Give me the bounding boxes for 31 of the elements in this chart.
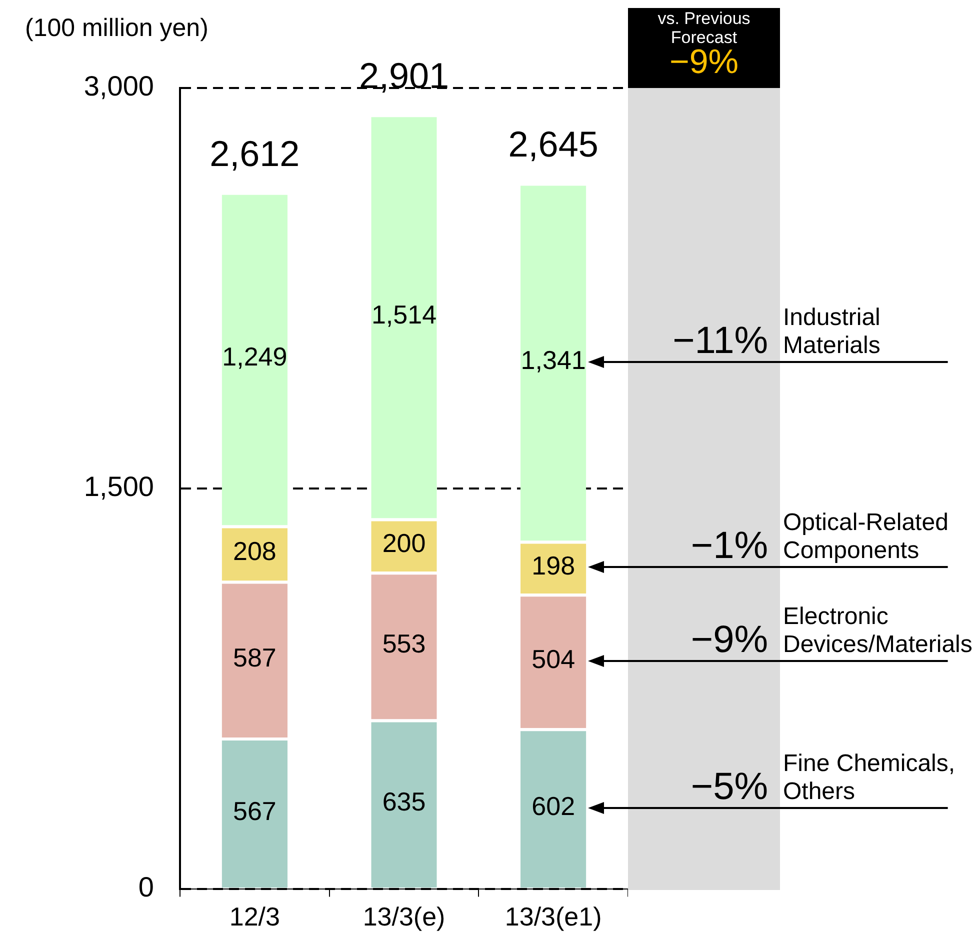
data-label: 587 [232,642,276,672]
data-label: 208 [232,536,276,566]
data-label: 602 [532,791,576,822]
total-label: 2,901 [358,55,450,96]
text: −5% [690,766,768,808]
data-label: 1,514 [371,299,437,330]
text: −9% [690,619,768,661]
x-tick-label: 13/3(e) [362,902,446,932]
data-label: 635 [382,786,426,817]
text: −11% [672,320,768,362]
text: Electronic Devices/Materials [783,603,972,659]
data-label: 1,249 [222,342,288,372]
data-label: 553 [382,628,426,659]
text: Fine Chemicals, Others [783,750,956,806]
y-tick-label: 1,500 [84,471,154,502]
text: Optical-Related Components [783,509,950,565]
data-label: 504 [532,644,576,674]
y-tick-label: 0 [138,872,154,903]
header-box: vs. Previous Forecast −9% [628,8,780,88]
text: −1% [690,525,768,567]
data-label: 567 [232,796,276,826]
total-label: 2,645 [508,124,598,165]
y-tick-label: 3,000 [84,70,154,102]
text: Industrial Materials [783,304,882,360]
data-label: 198 [532,550,576,580]
data-label: 200 [382,528,426,558]
data-label: 1,341 [520,344,586,375]
y-axis-title: (100 million yen) [25,14,208,43]
x-tick-label: 13/3(e1) [504,902,602,932]
x-tick-label: 12/3 [229,902,280,932]
total-label: 2,612 [210,132,300,174]
